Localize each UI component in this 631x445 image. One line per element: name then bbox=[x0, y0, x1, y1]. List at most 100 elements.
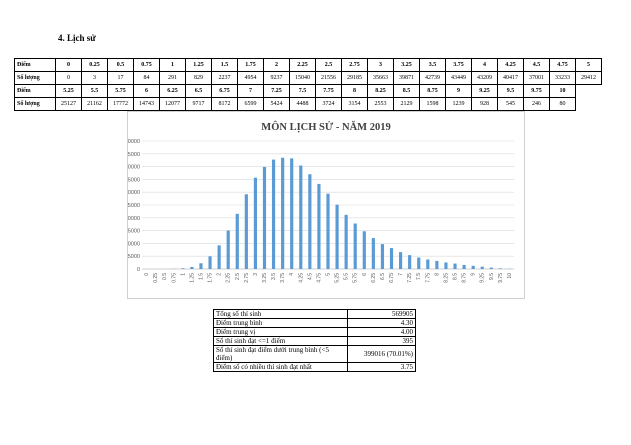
x-tick-label: 4.25 bbox=[298, 273, 304, 283]
bar bbox=[462, 264, 466, 269]
bar bbox=[290, 158, 294, 269]
score-cell: 7 bbox=[237, 84, 264, 98]
x-tick-label: 9.25 bbox=[480, 273, 486, 283]
y-tick-label: 30000 bbox=[128, 190, 140, 196]
stats-label: Điểm trung bình bbox=[213, 318, 348, 328]
x-tick-label: 5.75 bbox=[353, 273, 359, 283]
count-cell: 4954 bbox=[237, 71, 264, 85]
count-cell: 14743 bbox=[133, 97, 160, 111]
bar bbox=[380, 244, 385, 269]
count-cell: 21162 bbox=[81, 97, 108, 111]
stats-label: Tổng số thí sinh bbox=[213, 309, 348, 319]
x-tick-label: 8.75 bbox=[462, 273, 468, 283]
bar bbox=[480, 266, 484, 269]
score-cell: 4.5 bbox=[523, 58, 550, 72]
bar bbox=[253, 177, 258, 269]
x-tick-label: 3.25 bbox=[262, 273, 268, 283]
score-cell: 6.75 bbox=[211, 84, 238, 98]
count-cell: 928 bbox=[471, 97, 498, 111]
bar bbox=[317, 183, 321, 269]
y-tick-label: 40000 bbox=[128, 165, 140, 171]
stats-value: 3.75 bbox=[347, 362, 416, 372]
score-cell: 5.25 bbox=[55, 84, 82, 98]
bar bbox=[217, 245, 221, 269]
x-tick-label: 10 bbox=[507, 273, 513, 279]
y-tick-label: 10000 bbox=[128, 241, 140, 247]
stats-row: Điểm trung vị 4.00 bbox=[213, 327, 416, 337]
count-cell: 21556 bbox=[315, 71, 342, 85]
count-cell: 246 bbox=[523, 97, 550, 111]
count-cell: 3154 bbox=[341, 97, 368, 111]
empty-cell bbox=[576, 85, 602, 98]
count-cell: 9717 bbox=[185, 97, 212, 111]
score-cell: 6 bbox=[133, 84, 160, 98]
bar bbox=[489, 267, 493, 269]
x-tick-label: 1.75 bbox=[208, 273, 214, 283]
x-tick-label: 9.75 bbox=[498, 273, 504, 283]
count-cell: 8172 bbox=[211, 97, 238, 111]
stats-label: Số thí sinh đạt <=1 điểm bbox=[213, 336, 348, 346]
bar bbox=[262, 166, 267, 269]
x-tick-label: 2.75 bbox=[244, 273, 250, 283]
x-tick-label: 2 bbox=[217, 273, 223, 276]
count-cell: 35663 bbox=[367, 71, 394, 85]
section-heading: 4. Lịch sử bbox=[58, 33, 96, 43]
bar bbox=[299, 165, 303, 269]
stats-label: Điểm số có nhiều thí sinh đạt nhất bbox=[213, 362, 348, 372]
score-cell: 7.5 bbox=[289, 84, 316, 98]
score-cell: 8 bbox=[341, 84, 368, 98]
stats-value: 395 bbox=[347, 336, 416, 346]
y-tick-label: 35000 bbox=[128, 177, 140, 183]
x-tick-label: 2.5 bbox=[235, 273, 241, 280]
score-cell: 2 bbox=[263, 58, 290, 72]
x-tick-label: 3 bbox=[253, 273, 259, 276]
count-cell: 29412 bbox=[575, 71, 602, 85]
count-cell: 84 bbox=[133, 71, 160, 85]
count-cell: 2237 bbox=[211, 71, 238, 85]
count-cell: 33233 bbox=[549, 71, 576, 85]
bar bbox=[435, 260, 439, 269]
score-cell: 9.5 bbox=[497, 84, 524, 98]
score-cell: 8.75 bbox=[419, 84, 446, 98]
x-tick-label: 1.25 bbox=[189, 273, 195, 283]
x-tick-label: 4.75 bbox=[316, 273, 322, 283]
score-cell: 6.25 bbox=[159, 84, 186, 98]
score-cell: 9.25 bbox=[471, 84, 498, 98]
bar bbox=[199, 263, 203, 269]
bar bbox=[371, 238, 375, 269]
x-tick-label: 8 bbox=[434, 273, 440, 276]
x-tick-label: 5.25 bbox=[335, 273, 341, 283]
bar bbox=[335, 204, 339, 269]
bar bbox=[326, 193, 330, 269]
x-tick-label: 6 bbox=[362, 273, 368, 276]
x-tick-label: 6.5 bbox=[380, 273, 386, 280]
bar bbox=[426, 259, 430, 269]
count-cell: 1598 bbox=[419, 97, 446, 111]
bar bbox=[498, 268, 502, 269]
count-cell: 291 bbox=[159, 71, 186, 85]
count-cell: 25127 bbox=[55, 97, 82, 111]
count-cell: 3 bbox=[81, 71, 108, 85]
score-cell: 2.75 bbox=[341, 58, 368, 72]
score-distribution-table: Điểm 0 0.25 0.5 0.75 1 1.25 1.5 1.75 2 2.25 2.5 2.75… bbox=[14, 58, 602, 111]
count-cell: 6599 bbox=[237, 97, 264, 111]
bar bbox=[471, 265, 475, 269]
score-cell: 1.25 bbox=[185, 58, 212, 72]
y-tick-label: 0 bbox=[137, 267, 140, 273]
x-tick-label: 0.25 bbox=[153, 273, 159, 283]
count-cell: 4488 bbox=[289, 97, 316, 111]
bar bbox=[389, 248, 394, 269]
x-tick-label: 6.25 bbox=[371, 273, 377, 283]
score-cell: 1.75 bbox=[237, 58, 264, 72]
x-tick-label: 7.25 bbox=[407, 273, 413, 283]
score-cell: 5 bbox=[575, 58, 602, 72]
x-tick-label: 4 bbox=[289, 273, 295, 276]
count-cell: 43449 bbox=[445, 71, 472, 85]
score-cell: 7.25 bbox=[263, 84, 290, 98]
x-tick-label: 0.5 bbox=[162, 273, 168, 280]
score-cell: 2.5 bbox=[315, 58, 342, 72]
count-cell: 15040 bbox=[289, 71, 316, 85]
count-cell: 2553 bbox=[367, 97, 394, 111]
count-cell: 43209 bbox=[471, 71, 498, 85]
bar bbox=[353, 223, 357, 269]
